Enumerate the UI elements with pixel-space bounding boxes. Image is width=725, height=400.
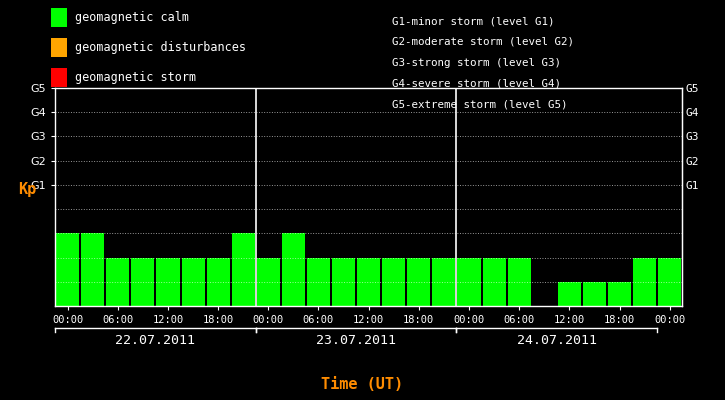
Y-axis label: Kp: Kp (17, 182, 36, 197)
Bar (282, 233, 305, 306)
Bar (257, 258, 280, 306)
Bar (232, 233, 254, 306)
Bar (483, 258, 505, 306)
Text: G3-strong storm (level G3): G3-strong storm (level G3) (392, 58, 560, 68)
Text: Time (UT): Time (UT) (321, 377, 404, 392)
Text: 23.07.2011: 23.07.2011 (316, 334, 396, 346)
Bar (131, 258, 154, 306)
Text: geomagnetic calm: geomagnetic calm (75, 11, 189, 24)
Text: G1-minor storm (level G1): G1-minor storm (level G1) (392, 16, 554, 26)
Bar (407, 258, 431, 306)
Text: G2-moderate storm (level G2): G2-moderate storm (level G2) (392, 37, 573, 47)
Bar (658, 258, 682, 306)
Bar (608, 282, 631, 306)
Bar (507, 258, 531, 306)
Bar (558, 282, 581, 306)
Bar (457, 258, 481, 306)
Text: G5-extreme storm (level G5): G5-extreme storm (level G5) (392, 99, 567, 109)
Bar (107, 258, 129, 306)
Bar (81, 233, 104, 306)
Text: geomagnetic disturbances: geomagnetic disturbances (75, 41, 246, 54)
Bar (382, 258, 405, 306)
Bar (583, 282, 606, 306)
Bar (432, 258, 455, 306)
Bar (56, 233, 79, 306)
Bar (357, 258, 380, 306)
Bar (307, 258, 330, 306)
Text: 24.07.2011: 24.07.2011 (517, 334, 597, 346)
Text: G4-severe storm (level G4): G4-severe storm (level G4) (392, 78, 560, 88)
Bar (181, 258, 204, 306)
Bar (332, 258, 355, 306)
Bar (157, 258, 180, 306)
Bar (207, 258, 230, 306)
Bar (633, 258, 656, 306)
Text: 22.07.2011: 22.07.2011 (115, 334, 196, 346)
Text: geomagnetic storm: geomagnetic storm (75, 70, 196, 84)
